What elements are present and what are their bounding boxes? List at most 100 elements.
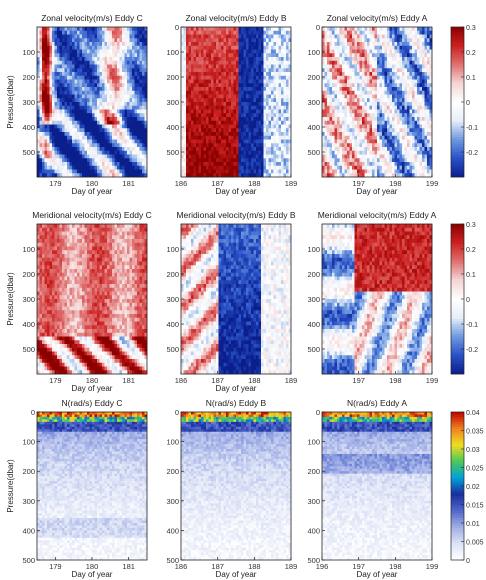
heatmap-cell [365,72,368,76]
heatmap-cell [57,27,60,31]
heatmap-cell [214,117,217,121]
heatmap-cell [350,140,353,144]
heatmap-cell [140,65,143,69]
heatmap-cell [211,61,214,65]
heatmap-cell [60,68,63,72]
heatmap-cell [189,72,192,76]
heatmap-cell [199,121,202,125]
heatmap-cell [137,162,140,166]
heatmap-cell [40,147,43,151]
heatmap-cell [261,132,264,136]
heatmap-cell [325,27,328,31]
heatmap-cell [40,27,43,31]
heatmap-cell [75,143,78,147]
heatmap-cell [264,27,267,31]
heatmap-cell [42,46,45,50]
heatmap-cell [105,87,108,91]
heatmap-cell [62,128,65,132]
heatmap-cell [327,158,330,162]
heatmap-cell [279,155,282,159]
heatmap-cell [125,38,128,42]
heatmap-cell [122,121,125,125]
heatmap-cell [360,95,363,99]
heatmap-cell [330,57,333,61]
heatmap-cell [189,136,192,140]
heatmap-cell [271,110,274,114]
heatmap-cell [362,42,365,46]
heatmap-cell [400,117,403,121]
heatmap-cell [55,57,58,61]
heatmap-cell [211,91,214,95]
heatmap-cell [387,57,390,61]
heatmap-cell [57,72,60,76]
heatmap-cell [392,147,395,151]
heatmap-cell [279,35,282,39]
heatmap-cell [284,76,287,80]
heatmap-cell [360,65,363,69]
heatmap-cell [97,166,100,170]
heatmap-cell [355,136,358,140]
heatmap-cell [284,110,287,114]
heatmap-cell [132,65,135,69]
heatmap-cell [276,158,279,162]
heatmap-cell [380,38,383,42]
heatmap-cell [120,102,123,106]
heatmap-cell [199,102,202,106]
heatmap-cell [125,98,128,102]
heatmap-cell [47,147,50,151]
heatmap-cells [37,27,147,177]
heatmap-cell [377,113,380,117]
heatmap-cell [279,95,282,99]
heatmap-cell [80,117,83,121]
heatmap-cell [50,91,53,95]
heatmap-cell [125,31,128,35]
heatmap-cell [395,61,398,65]
heatmap-cell [117,53,120,57]
heatmap-cell [120,170,123,174]
heatmap-cell [345,117,348,121]
heatmap-cell [72,57,75,61]
heatmap-cell [204,76,207,80]
heatmap-cell [407,87,410,91]
heatmap-cell [204,53,207,57]
heatmap-cell [112,65,115,69]
heatmap-cell [92,53,95,57]
heatmap-cell [204,98,207,102]
heatmap-cell [209,53,212,57]
heatmap-cell [286,31,289,35]
heatmap-cell [234,140,237,144]
heatmap-cell [377,110,380,114]
heatmap-cell [142,80,145,84]
heatmap-cell [181,57,184,61]
heatmap-cell [201,158,204,162]
heatmap-cell [97,151,100,155]
heatmap-cell [266,162,269,166]
heatmap-cell [261,147,264,151]
heatmap-cell [264,147,267,151]
heatmap-cell [55,128,58,132]
heatmap-cell [142,31,145,35]
heatmap-cell [142,151,145,155]
heatmap-cell [370,128,373,132]
heatmap-cell [77,68,80,72]
heatmap-cell [60,170,63,174]
heatmap-cell [269,162,272,166]
heatmap-cell [372,68,375,72]
heatmap-cell [184,61,187,65]
heatmap-cell [77,106,80,110]
heatmap-cell [191,117,194,121]
heatmap-cell [107,166,110,170]
heatmap-cell [214,83,217,87]
heatmap-cell [189,102,192,106]
heatmap-cell [87,31,90,35]
heatmap-cell [189,121,192,125]
heatmap-cell [199,35,202,39]
heatmap-cell [400,42,403,46]
heatmap-cell [211,80,214,84]
heatmap-cell [219,98,222,102]
heatmap-cell [251,31,254,35]
heatmap-cell [140,158,143,162]
heatmap-cell [42,170,45,174]
heatmap-cell [221,151,224,155]
heatmap-cell [82,166,85,170]
